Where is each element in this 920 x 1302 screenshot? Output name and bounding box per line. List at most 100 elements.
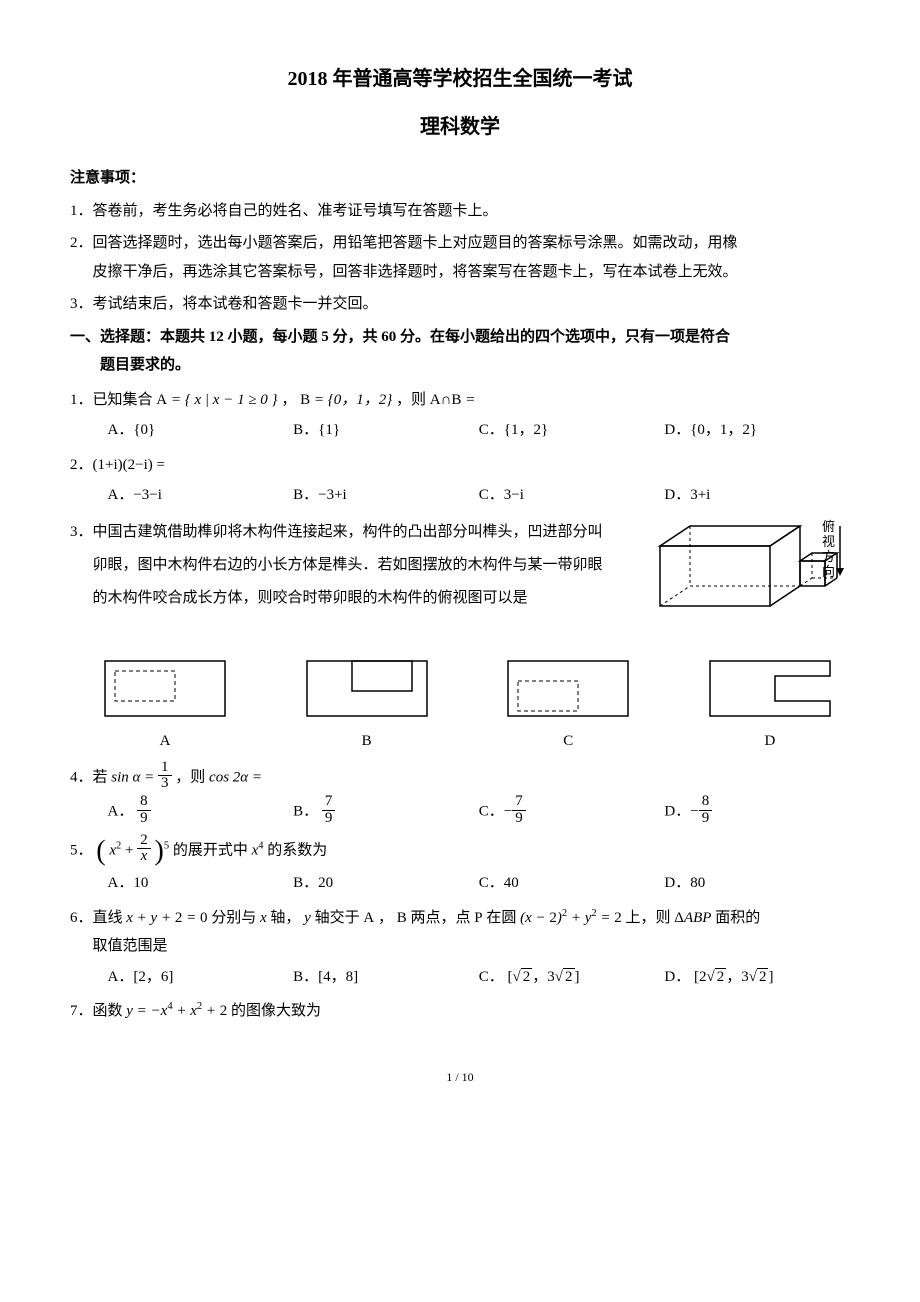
- q4-A-den: 9: [137, 811, 151, 827]
- q5-rparen: ): [154, 835, 163, 866]
- q1-set-A: A = { x | x − 1 ≥ 0 }: [156, 392, 277, 408]
- q4-B-pre: B．: [293, 804, 318, 820]
- q5-opt-A: A．10: [108, 869, 294, 898]
- q4-opt-A: A． 89: [108, 796, 294, 829]
- q5-frac: 2x: [137, 833, 151, 866]
- q6-D-pre: D．: [664, 969, 690, 985]
- q6-x: x: [260, 910, 267, 926]
- q3-label-D: D: [705, 727, 835, 756]
- q1-sep2: ，则: [396, 392, 430, 408]
- q1-opt-C: C．{1，2}: [479, 416, 665, 445]
- question-7: 7．函数 y = −x4 + x2 + 2 的图像大致为: [70, 997, 850, 1026]
- svg-text:向: 向: [822, 564, 835, 579]
- q3-diag-A: A: [100, 656, 230, 756]
- q3-text: 3．中国古建筑借助榫卯将木构件连接起来，构件的凸出部分叫榫头，凹进部分叫 卯眼，…: [70, 516, 640, 615]
- q5-end: 的系数为: [267, 842, 327, 858]
- q7-pre: 7．函数: [70, 1003, 126, 1019]
- notice-3: 3．考试结束后，将本试卷和答题卡一并交回。: [70, 290, 850, 319]
- exam-title-line1: 2018 年普通高等学校招生全国统一考试: [70, 60, 850, 98]
- q6-line2: 取值范围是: [70, 932, 850, 961]
- q3-label-A: A: [100, 727, 230, 756]
- q5-post: 的展开式中: [173, 842, 252, 858]
- q2-opt-B: B．−3+i: [293, 481, 479, 510]
- q3-diag-C: C: [503, 656, 633, 756]
- q4-D-pre: D．: [664, 804, 690, 820]
- q4-A-pre: A．: [108, 804, 134, 820]
- q6-B: B: [397, 910, 407, 926]
- question-1: 1．已知集合 A = { x | x − 1 ≥ 0 } ， B = {0，1，…: [70, 386, 850, 445]
- section-1-line1: 一、选择题：本题共 12 小题，每小题 5 分，共 60 分。在每小题给出的四个…: [70, 329, 730, 345]
- q4-pre: 4．若: [70, 769, 111, 785]
- q6-C-pre: C．: [479, 969, 504, 985]
- q4-opt-C: C．−79: [479, 796, 665, 829]
- exam-title-line2: 理科数学: [70, 108, 850, 146]
- q2-options: A．−3−i B．−3+i C．3−i D．3+i: [108, 481, 851, 510]
- page-number: 1 / 10: [70, 1066, 850, 1089]
- q1-opt-D: D．{0，1，2}: [664, 416, 850, 445]
- question-3: 3．中国古建筑借助榫卯将木构件连接起来，构件的凸出部分叫榫头，凹进部分叫 卯眼，…: [70, 516, 850, 756]
- q4-opt-D: D．−89: [664, 796, 850, 829]
- q6-m4: ，: [378, 910, 393, 926]
- q4-frac13: 13: [158, 760, 172, 793]
- q4-opt-B: B． 79: [293, 796, 479, 829]
- q4-options: A． 89 B． 79 C．−79 D．−89: [108, 796, 851, 829]
- q6-m2: 轴，: [270, 910, 300, 926]
- q6-m1: 分别与: [211, 910, 260, 926]
- q3-main-figure: 俯 视 方 向: [650, 516, 850, 647]
- q4-C-num: 7: [512, 794, 526, 811]
- q6-tri: ΔABP: [674, 910, 711, 926]
- q4-B-num: 7: [322, 794, 336, 811]
- q3-line3: 的木构件咬合成长方体，则咬合时带卯眼的木构件的俯视图可以是: [70, 582, 640, 615]
- q3-line1: 3．中国古建筑借助榫卯将木构件连接起来，构件的凸出部分叫榫头，凹进部分叫: [70, 516, 640, 549]
- q6-A: A: [363, 910, 374, 926]
- q1-opt-B: B．{1}: [293, 416, 479, 445]
- q6-P: P: [474, 910, 482, 926]
- q6-opt-D: D． [2√2，3√2]: [664, 963, 850, 992]
- q3-diag-B: B: [302, 656, 432, 756]
- q3-view-label-1: 俯: [822, 519, 835, 534]
- q6-pre: 6．直线: [70, 910, 126, 926]
- q5-opt-D: D．80: [664, 869, 850, 898]
- q5-options: A．10 B．20 C．40 D．80: [108, 869, 851, 898]
- section-1-line2: 题目要求的。: [70, 351, 850, 380]
- svg-text:视: 视: [822, 534, 835, 549]
- q4-mid: ，则: [175, 769, 209, 785]
- q4-D-num: 8: [699, 794, 713, 811]
- q3-line2: 卯眼，图中木构件右边的小长方体是榫头．若如图摆放的木构件与某一带卯眼: [70, 549, 640, 582]
- q1-opt-A: A．{0}: [108, 416, 294, 445]
- q2-opt-C: C．3−i: [479, 481, 665, 510]
- section-1-heading: 一、选择题：本题共 12 小题，每小题 5 分，共 60 分。在每小题给出的四个…: [70, 323, 850, 380]
- q5-opt-C: C．40: [479, 869, 665, 898]
- q5-x2: x: [109, 842, 116, 858]
- question-6: 6．直线 x + y + 2 = 0 分别与 x 轴， y 轴交于 A ， B …: [70, 904, 850, 992]
- q4-C-den: 9: [512, 811, 526, 827]
- q6-opt-C: C． [√2，3√2]: [479, 963, 665, 992]
- q4-B-den: 9: [322, 811, 336, 827]
- q4-C-pre: C．: [479, 804, 504, 820]
- q2-opt-A: A．−3−i: [108, 481, 294, 510]
- question-4: 4．若 sin α = 13 ，则 cos 2α = A． 89 B． 79 C…: [70, 762, 850, 829]
- q6-m6: 在圆: [486, 910, 520, 926]
- q3-label-B: B: [302, 727, 432, 756]
- q1-set-B: B = {0，1，2}: [300, 392, 392, 408]
- notice-heading: 注意事项：: [70, 164, 850, 193]
- q1-options: A．{0} B．{1} C．{1，2} D．{0，1，2}: [108, 416, 851, 445]
- q2-opt-D: D．3+i: [664, 481, 850, 510]
- question-2: 2．(1+i)(2−i) = A．−3−i B．−3+i C．3−i D．3+i: [70, 451, 850, 510]
- q4-sin: sin α =: [111, 769, 158, 785]
- q6-options: A．[2，6] B．[4，8] C． [√2，3√2] D． [2√2，3√2]: [108, 963, 851, 992]
- q4-D-den: 9: [699, 811, 713, 827]
- q1-intersect: A∩B =: [430, 392, 476, 408]
- q6-line-eq: x + y + 2 = 0: [126, 910, 207, 926]
- q6-opt-B: B．[4，8]: [293, 963, 479, 992]
- q4-cos2a: cos 2α =: [209, 769, 262, 785]
- q7-func: y = −x4 + x2 + 2: [126, 1003, 227, 1019]
- q6-m5: 两点，点: [410, 910, 474, 926]
- q1-sep1: ，: [281, 392, 296, 408]
- q6-circle: (x − 2)2 + y2 = 2: [520, 910, 622, 926]
- q6-y: y: [304, 910, 311, 926]
- q2-stem: 2．(1+i)(2−i) =: [70, 457, 165, 473]
- q5-lparen: (: [96, 835, 105, 866]
- q7-post: 的图像大致为: [231, 1003, 321, 1019]
- notice-2b: 皮擦干净后，再选涂其它答案标号，回答非选择题时，将答案写在答题卡上，写在本试卷上…: [70, 258, 850, 287]
